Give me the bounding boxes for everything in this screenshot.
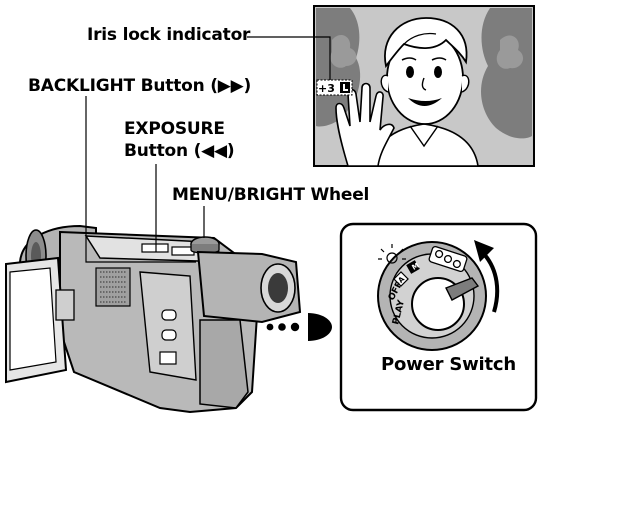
power-switch-label: Power Switch bbox=[381, 354, 516, 375]
auto-icon bbox=[393, 271, 409, 287]
power-switch-panel: M A OFF PLAY bbox=[339, 222, 538, 412]
manual-icon bbox=[406, 260, 420, 274]
dial-auto-label: A bbox=[397, 275, 407, 285]
rotation-arrow-icon bbox=[474, 240, 500, 313]
dial-manual-label: M bbox=[411, 261, 421, 271]
pointer-arrow bbox=[266, 313, 332, 341]
backlight-button-label: BACKLIGHT Button (▶▶) bbox=[28, 76, 252, 96]
camcorder-illustration bbox=[5, 224, 302, 414]
iris-leader-line bbox=[247, 36, 331, 80]
menu-bright-wheel-label: MENU/BRIGHT Wheel bbox=[172, 185, 370, 205]
iris-lock-indicator-label: Iris lock indicator bbox=[87, 25, 251, 45]
viewfinder-image: +3 bbox=[313, 5, 535, 167]
iris-indicator-value: +3 bbox=[318, 82, 335, 95]
exposure-button-label-line1: EXPOSURE bbox=[124, 119, 225, 139]
backlight-leader-line bbox=[85, 96, 196, 263]
speaker-grille bbox=[95, 267, 131, 307]
iris-lock-indicator: +3 bbox=[316, 79, 353, 96]
lamp-icon bbox=[378, 244, 406, 264]
exposure-button-label-line2: Button (◀◀) bbox=[124, 141, 235, 161]
